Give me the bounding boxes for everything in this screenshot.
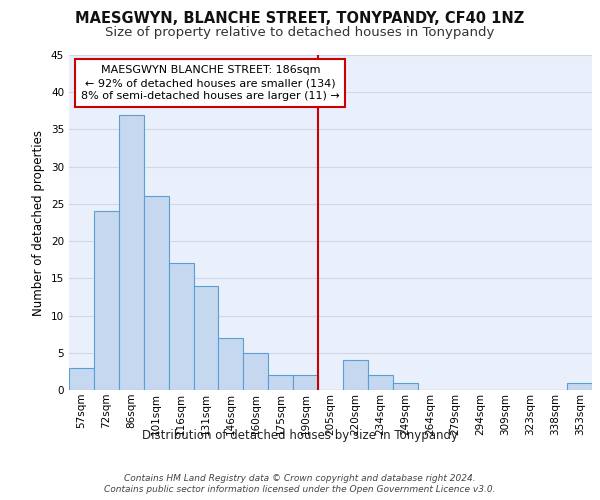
- Bar: [218, 338, 244, 390]
- Text: Contains HM Land Registry data © Crown copyright and database right 2024.
Contai: Contains HM Land Registry data © Crown c…: [104, 474, 496, 494]
- Text: MAESGWYN, BLANCHE STREET, TONYPANDY, CF40 1NZ: MAESGWYN, BLANCHE STREET, TONYPANDY, CF4…: [76, 11, 524, 26]
- Bar: [194, 286, 218, 390]
- Bar: [567, 382, 592, 390]
- Text: MAESGWYN BLANCHE STREET: 186sqm
← 92% of detached houses are smaller (134)
8% of: MAESGWYN BLANCHE STREET: 186sqm ← 92% of…: [81, 65, 340, 102]
- Bar: [169, 264, 194, 390]
- Bar: [94, 212, 119, 390]
- Y-axis label: Number of detached properties: Number of detached properties: [32, 130, 46, 316]
- Bar: [268, 375, 293, 390]
- Bar: [144, 196, 169, 390]
- Bar: [119, 114, 144, 390]
- Bar: [343, 360, 368, 390]
- Text: Distribution of detached houses by size in Tonypandy: Distribution of detached houses by size …: [142, 430, 458, 442]
- Bar: [393, 382, 418, 390]
- Bar: [368, 375, 393, 390]
- Text: Size of property relative to detached houses in Tonypandy: Size of property relative to detached ho…: [106, 26, 494, 39]
- Bar: [244, 353, 268, 390]
- Bar: [293, 375, 318, 390]
- Bar: [69, 368, 94, 390]
